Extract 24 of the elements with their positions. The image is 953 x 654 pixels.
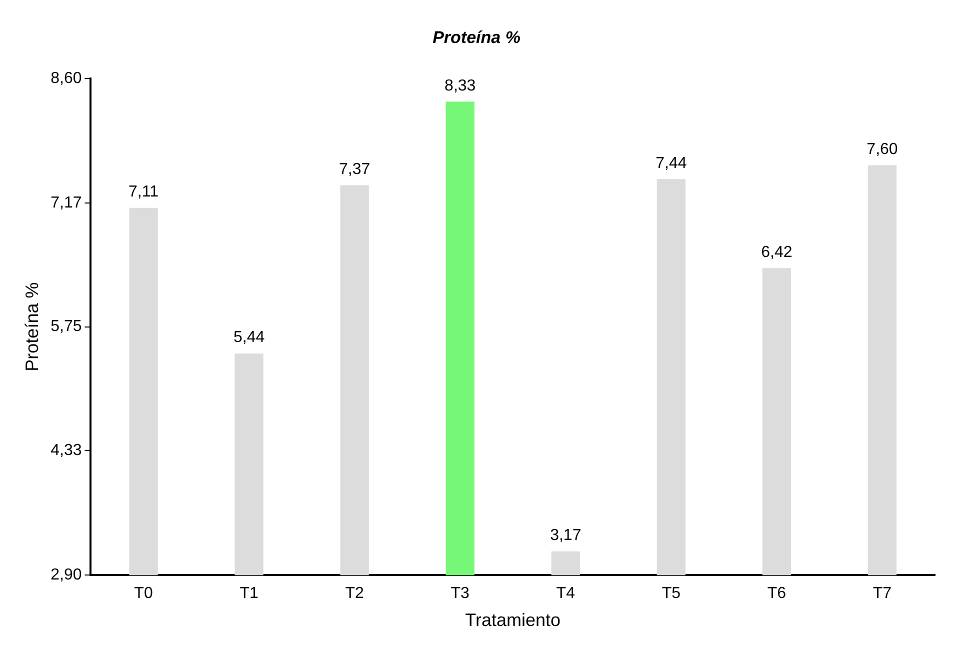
data-label: 3,17 [550,527,582,544]
x-tick-label: T7 [872,585,892,602]
y-tick-label: 4,33 [50,442,82,459]
y-tick-label: 2,90 [50,566,82,584]
y-tick-label: 7,17 [50,194,82,212]
x-tick-label: T1 [240,585,258,602]
x-axis-title: Tratamiento [465,610,561,630]
y-tick-label: 8,60 [50,70,82,87]
data-label: 7,11 [128,184,159,201]
data-label: 7,60 [866,140,898,158]
data-label: 8,33 [444,77,476,94]
data-label: 6,42 [761,244,792,261]
data-label: 5,44 [233,329,265,346]
x-tick-label: T5 [662,585,681,602]
x-tick-label: T0 [134,585,153,602]
data-label: 7,37 [339,161,370,178]
x-tick-label: T4 [556,585,576,602]
x-tick-label: T6 [767,585,786,602]
chart-title: Proteína % [432,28,520,47]
x-tick-label: T2 [345,585,364,602]
y-axis-title: Proteína % [22,282,42,372]
data-label: 7,44 [656,154,687,172]
x-tick-label: T3 [450,585,470,602]
y-tick-label: 5,75 [50,318,82,336]
